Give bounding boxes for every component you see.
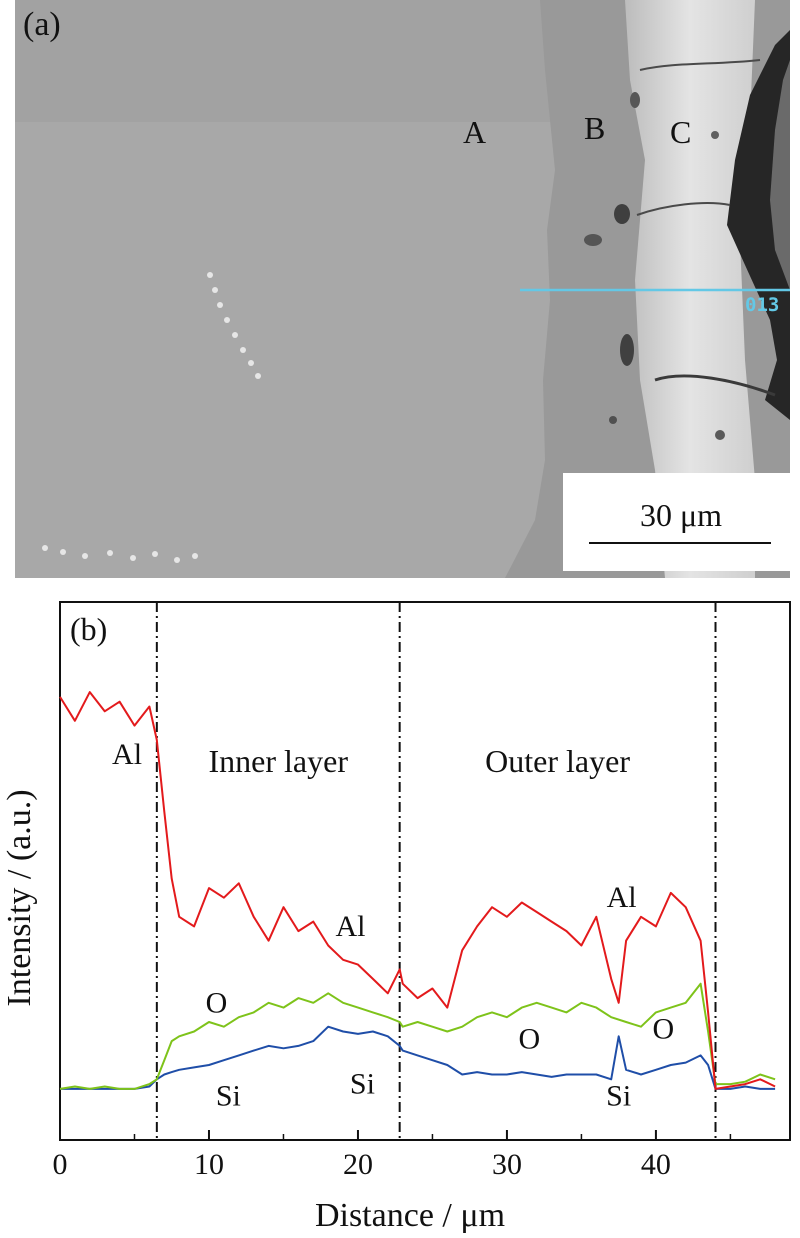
- x-tick-label: 40: [641, 1148, 671, 1181]
- annotation-o: O: [518, 1022, 540, 1055]
- sem-image: [15, 0, 790, 578]
- annotation-o: O: [653, 1013, 675, 1046]
- x-axis-ticks: 0 10 20 30 40: [53, 1130, 732, 1181]
- x-tick-label: 10: [194, 1148, 224, 1181]
- region-label-b: B: [584, 110, 606, 146]
- annotation-al: Al: [112, 738, 142, 771]
- panel-label-a: (a): [23, 6, 61, 43]
- annotation-si: Si: [216, 1080, 241, 1113]
- x-tick-label: 30: [492, 1148, 522, 1181]
- annotation-o: O: [206, 986, 228, 1019]
- line-scan-chart: 0 10 20 30 40 Al Al Al O O O Si Si Si (b) Inner laye…: [1, 601, 791, 1234]
- annotation-al: Al: [607, 881, 637, 914]
- scale-bar-line: [589, 542, 771, 544]
- scale-bar-label: 30 μm: [639, 497, 723, 533]
- annotation-si: Si: [350, 1068, 375, 1101]
- sem-micrograph: (a) A B C 013 30 μm: [15, 0, 790, 578]
- plot-frame: [59, 601, 791, 1141]
- panel-label-b: (b): [70, 611, 107, 647]
- series-line-al: [59, 691, 776, 1090]
- region-label-a: A: [463, 114, 487, 150]
- region-label-c: C: [670, 114, 692, 150]
- series-line-o: [59, 982, 776, 1090]
- x-tick-label: 0: [53, 1148, 68, 1181]
- region-label-inner-layer: Inner layer: [209, 743, 349, 779]
- series-line-si: [60, 1025, 776, 1090]
- annotation-al: Al: [336, 910, 366, 943]
- region-label-outer-layer: Outer layer: [485, 743, 630, 779]
- series-group: [59, 691, 776, 1090]
- scale-bar-box: 30 μm: [563, 473, 790, 571]
- y-axis-label: Intensity / (a.u.): [1, 789, 38, 1006]
- x-axis-label: Distance / μm: [315, 1197, 505, 1234]
- x-tick-label: 20: [343, 1148, 373, 1181]
- line-scan-marker-label: 013: [745, 294, 780, 316]
- annotation-group: Al Al Al O O O Si Si Si: [112, 738, 674, 1113]
- annotation-si: Si: [606, 1080, 631, 1113]
- layer-boundaries: [155, 602, 717, 1140]
